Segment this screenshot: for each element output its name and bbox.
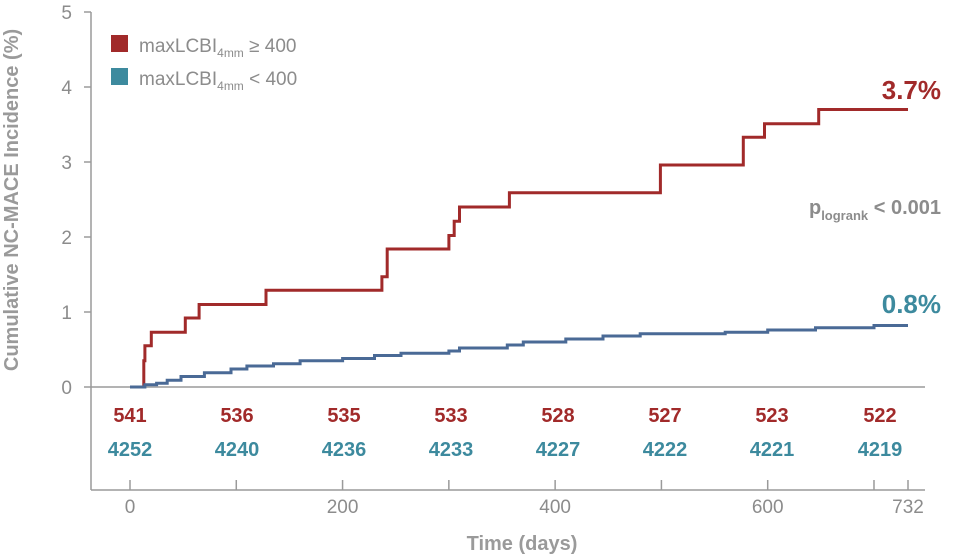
series-layer — [130, 108, 908, 389]
risk-value-low: 4252 — [108, 439, 153, 461]
end-label-low: 0.8% — [882, 289, 941, 319]
risk-value-low: 4221 — [750, 439, 795, 461]
legend-label-low: maxLCBI4mm < 400 — [139, 69, 297, 93]
x-tick-label: 600 — [752, 497, 784, 518]
risk-row-low: 4252 4240 4236 4233 4227 4222 4221 4219 — [108, 439, 903, 461]
y-tick-label: 4 — [61, 78, 72, 99]
x-tick-label: 732 — [892, 497, 924, 518]
legend-main-low: maxLCBI — [139, 69, 217, 90]
y-ticks: 0 1 2 3 4 5 — [61, 3, 91, 399]
risk-value-low: 4227 — [536, 439, 581, 461]
legend: maxLCBI4mm ≥ 400 maxLCBI4mm < 400 — [111, 35, 297, 93]
pvalue-annotation: plogrank < 0.001 — [809, 197, 941, 223]
pvalue-rest: < 0.001 — [868, 197, 941, 219]
legend-sub-high: 4mm — [217, 46, 244, 60]
x-ticks: 0 200 400 600 732 — [125, 480, 924, 518]
risk-value-high: 536 — [220, 405, 253, 427]
y-tick-label: 5 — [61, 3, 72, 24]
risk-value-high: 535 — [327, 405, 360, 427]
x-tick-label: 400 — [539, 497, 571, 518]
risk-value-low: 4233 — [429, 439, 474, 461]
risk-value-low: 4222 — [643, 439, 688, 461]
legend-swatch-low — [111, 68, 128, 85]
legend-rel-high: ≥ 400 — [244, 36, 297, 57]
risk-value-high: 528 — [541, 405, 574, 427]
risk-value-low: 4240 — [215, 439, 260, 461]
x-tick-label: 200 — [327, 497, 359, 518]
risk-value-high: 527 — [648, 405, 681, 427]
risk-value-high: 533 — [434, 405, 467, 427]
pvalue-sub: logrank — [821, 208, 869, 223]
risk-row-high: 541 536 535 533 528 527 523 522 — [113, 405, 896, 427]
legend-sub-low: 4mm — [217, 79, 244, 93]
x-axis-label: Time (days) — [467, 533, 578, 555]
risk-value-high: 541 — [113, 405, 146, 427]
y-axis-label: Cumulative NC-MACE Incidence (%) — [1, 29, 23, 371]
legend-rel-low: < 400 — [244, 69, 297, 90]
risk-value-low: 4236 — [322, 439, 367, 461]
pvalue-main: p — [809, 197, 821, 219]
legend-main-high: maxLCBI — [139, 36, 217, 57]
series-line-high — [130, 108, 908, 389]
y-tick-label: 1 — [61, 303, 72, 324]
legend-swatch-high — [111, 35, 128, 52]
risk-value-high: 523 — [755, 405, 788, 427]
risk-value-high: 522 — [863, 405, 896, 427]
y-tick-label: 3 — [61, 153, 72, 174]
y-tick-label: 0 — [61, 378, 72, 399]
series-line-low — [130, 324, 908, 389]
risk-value-low: 4219 — [858, 439, 903, 461]
legend-label-high: maxLCBI4mm ≥ 400 — [139, 36, 297, 60]
x-tick-label: 0 — [125, 497, 136, 518]
end-label-high: 3.7% — [882, 75, 941, 105]
y-tick-label: 2 — [61, 228, 72, 249]
